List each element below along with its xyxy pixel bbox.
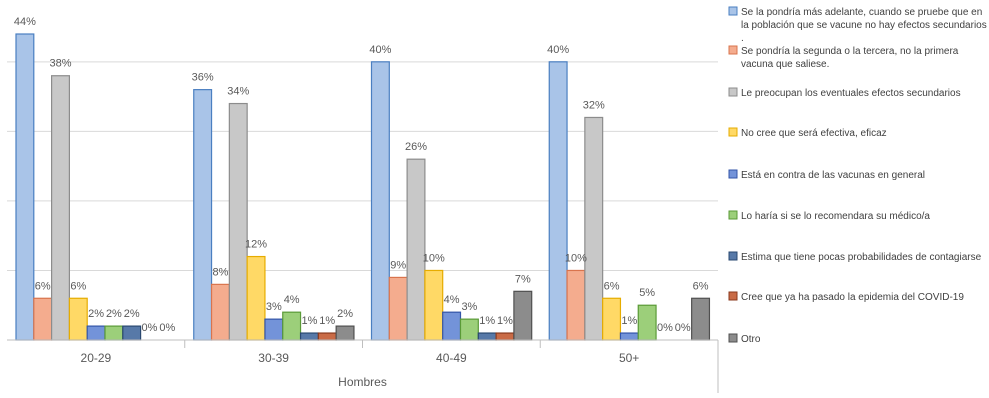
legend-swatch <box>728 333 738 343</box>
data-label: 1% <box>621 315 637 327</box>
data-label: 0% <box>675 322 691 334</box>
data-label: 1% <box>319 315 335 327</box>
data-label: 12% <box>245 239 267 251</box>
bar <box>104 325 124 341</box>
legend-label: Está en contra de las vacunas en general <box>741 170 925 181</box>
bar <box>246 255 266 341</box>
data-label: 10% <box>423 252 445 264</box>
x-tick-label: 50+ <box>619 351 639 365</box>
legend-label: Otro <box>741 334 761 345</box>
legend-swatch <box>728 291 738 301</box>
bar <box>442 311 462 341</box>
data-label: 7% <box>515 273 531 285</box>
data-label: 0% <box>142 322 158 334</box>
bar <box>513 290 533 341</box>
legend-label: Se la pondría más adelante, cuando se pr… <box>741 7 987 44</box>
data-label: 1% <box>497 315 513 327</box>
bar <box>317 332 337 341</box>
legend-label: No cree que será efectiva, eficaz <box>741 128 887 139</box>
data-label: 5% <box>639 287 655 299</box>
data-label: 6% <box>693 280 709 292</box>
bar <box>210 283 230 341</box>
data-label: 9% <box>390 259 406 271</box>
bar <box>388 276 408 341</box>
legend-swatch <box>728 210 738 220</box>
data-label: 6% <box>604 280 620 292</box>
legend-swatch <box>728 251 738 261</box>
legend-label: Lo haría si se lo recomendara su médico/… <box>741 211 930 222</box>
data-label: 34% <box>227 86 249 98</box>
bar <box>370 61 390 341</box>
bar <box>193 89 213 341</box>
bar <box>619 332 639 341</box>
bar <box>50 75 70 341</box>
bar <box>602 297 622 341</box>
data-label: 4% <box>284 294 300 306</box>
data-label: 1% <box>479 315 495 327</box>
bar <box>68 297 88 341</box>
x-tick-label: 20-29 <box>81 351 112 365</box>
bar <box>691 297 711 341</box>
data-label: 8% <box>212 266 228 278</box>
legend-label: Se pondría la segunda o la tercera, no l… <box>741 46 959 70</box>
bar <box>584 116 604 341</box>
legend-swatch <box>728 169 738 179</box>
x-axis-title: Hombres <box>338 375 387 389</box>
data-labels: 44%6%38%6%2% 2% 2%0% 0%36%8%34%12%3%4%1% 1%2… <box>14 16 709 334</box>
bar <box>459 318 479 341</box>
data-label: 0% <box>657 322 673 334</box>
bar <box>228 102 248 341</box>
bar <box>637 304 657 341</box>
data-label: 40% <box>369 44 391 56</box>
data-label: 4% <box>444 294 460 306</box>
data-label: 26% <box>405 141 427 153</box>
bar <box>33 297 53 341</box>
legend-swatch <box>728 87 738 97</box>
data-label: 44% <box>14 16 36 28</box>
bar <box>122 325 142 341</box>
data-label: 2% <box>124 308 140 320</box>
bar <box>548 61 568 341</box>
bar <box>282 311 302 341</box>
data-label: 32% <box>583 99 605 111</box>
legend-swatch <box>728 6 738 16</box>
data-label: 3% <box>266 301 282 313</box>
data-label: 38% <box>49 58 71 70</box>
bar <box>86 325 106 341</box>
data-label: 0% <box>159 322 175 334</box>
data-label: 10% <box>565 252 587 264</box>
data-label: 2% <box>88 308 104 320</box>
data-label: 2% <box>337 308 353 320</box>
bar <box>495 332 515 341</box>
legend-label: Cree que ya ha pasado la epidemia del CO… <box>741 292 964 303</box>
legend-swatch <box>728 45 738 55</box>
bar <box>566 269 586 341</box>
x-tick-label: 30-39 <box>258 351 289 365</box>
data-label: 6% <box>70 280 86 292</box>
gridlines <box>7 61 718 271</box>
bar <box>264 318 284 341</box>
x-tick-label: 40-49 <box>436 351 467 365</box>
bar <box>15 33 35 341</box>
data-label: 6% <box>35 280 51 292</box>
data-label: 40% <box>547 44 569 56</box>
bars <box>15 33 711 341</box>
data-label: 36% <box>192 72 214 84</box>
bar <box>299 332 319 341</box>
legend-swatch <box>728 127 738 137</box>
data-label: 3% <box>461 301 477 313</box>
bar <box>406 158 426 341</box>
x-axis: 20-29 30-39 40-49 50+ Hombres <box>7 339 719 393</box>
legend: Se la pondría más adelante, cuando se pr… <box>728 6 987 345</box>
bar <box>335 325 355 341</box>
data-label: 2% <box>106 308 122 320</box>
legend-label: Le preocupan los eventuales efectos secu… <box>741 88 961 99</box>
bar <box>477 332 497 341</box>
data-label: 1% <box>301 315 317 327</box>
bar <box>424 269 444 341</box>
legend-label: Estima que tiene pocas probabilidades de… <box>741 252 982 263</box>
